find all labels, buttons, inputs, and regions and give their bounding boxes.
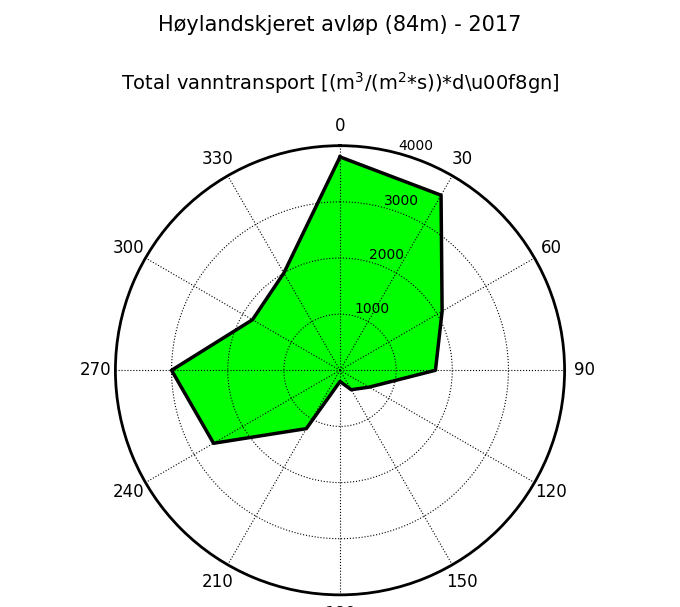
Text: Total vanntransport [(m$^3$/(m$^2$*s))*d\u00f8gn]: Total vanntransport [(m$^3$/(m$^2$*s))*d… bbox=[120, 70, 560, 96]
Polygon shape bbox=[171, 157, 442, 443]
Text: Høylandskjeret avløp (84m) - 2017: Høylandskjeret avløp (84m) - 2017 bbox=[158, 15, 522, 35]
